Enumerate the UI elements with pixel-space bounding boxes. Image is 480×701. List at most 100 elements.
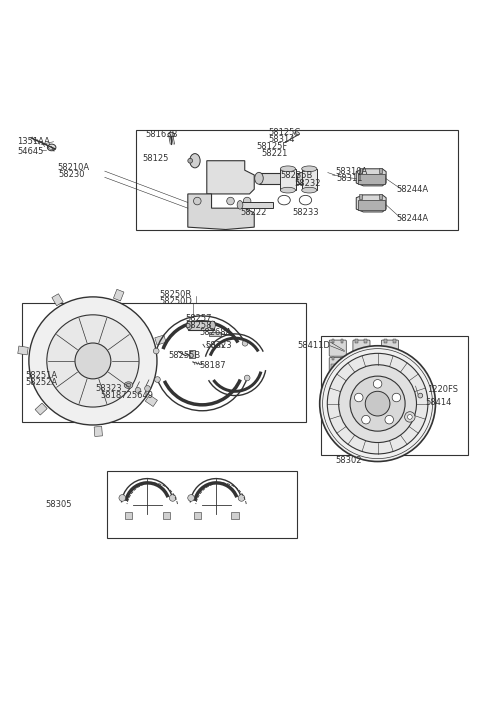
Circle shape (243, 197, 251, 205)
Ellipse shape (190, 154, 200, 168)
Text: 58221: 58221 (261, 149, 288, 158)
Polygon shape (188, 194, 254, 229)
Text: 58305: 58305 (46, 501, 72, 509)
Bar (358, 174, 384, 184)
Circle shape (320, 346, 435, 461)
Circle shape (327, 353, 428, 454)
Ellipse shape (301, 166, 317, 172)
FancyBboxPatch shape (353, 383, 370, 404)
Bar (379, 168, 383, 172)
Ellipse shape (210, 321, 216, 329)
Polygon shape (155, 335, 166, 345)
Circle shape (373, 379, 382, 388)
Ellipse shape (124, 382, 133, 388)
Ellipse shape (48, 144, 56, 151)
Text: 58230: 58230 (59, 170, 85, 179)
Text: 58232: 58232 (295, 179, 321, 188)
Ellipse shape (298, 172, 306, 184)
Polygon shape (113, 290, 124, 301)
Ellipse shape (301, 187, 317, 193)
Bar (393, 339, 396, 343)
Ellipse shape (280, 166, 296, 172)
Circle shape (75, 343, 111, 379)
Circle shape (242, 341, 248, 346)
Circle shape (169, 495, 176, 501)
Ellipse shape (186, 321, 192, 329)
FancyBboxPatch shape (382, 340, 398, 356)
Text: 58250R: 58250R (159, 290, 192, 299)
Circle shape (244, 375, 250, 381)
Circle shape (385, 416, 394, 424)
Text: 58252A: 58252A (25, 378, 58, 387)
Circle shape (47, 315, 139, 407)
Text: 58323: 58323 (96, 384, 122, 393)
Bar (384, 390, 396, 400)
Text: 54645: 54645 (17, 147, 43, 156)
Bar (358, 200, 384, 210)
Text: 58414: 58414 (425, 398, 451, 407)
Circle shape (29, 297, 157, 425)
Text: 58163B: 58163B (145, 130, 178, 139)
Bar (384, 364, 396, 374)
Ellipse shape (280, 187, 296, 193)
Bar (355, 364, 368, 374)
Polygon shape (356, 169, 386, 186)
Circle shape (339, 365, 417, 442)
Bar (359, 194, 362, 198)
Text: 58235B: 58235B (280, 172, 312, 180)
Text: 58251A: 58251A (25, 371, 58, 380)
Bar (355, 357, 358, 360)
FancyBboxPatch shape (382, 358, 398, 378)
Circle shape (188, 495, 194, 501)
Bar (359, 168, 362, 172)
Polygon shape (94, 426, 102, 437)
Bar (331, 364, 344, 374)
Ellipse shape (126, 383, 131, 387)
FancyBboxPatch shape (329, 358, 346, 378)
Bar (331, 390, 344, 400)
Bar (332, 339, 335, 343)
Bar (259, 172, 301, 184)
Circle shape (188, 158, 192, 163)
Bar (321, 336, 468, 455)
Bar (107, 472, 297, 538)
Bar (136, 130, 458, 229)
Text: 58258: 58258 (185, 321, 212, 330)
Text: 58210A: 58210A (57, 163, 89, 172)
Text: 58125C: 58125C (268, 128, 300, 137)
Ellipse shape (237, 200, 243, 209)
Text: 58250D: 58250D (159, 297, 192, 306)
Bar (341, 357, 343, 360)
Text: 5818725649: 5818725649 (100, 391, 153, 400)
Circle shape (193, 197, 201, 205)
Bar (332, 357, 335, 360)
Bar (189, 350, 195, 358)
Bar (188, 320, 214, 330)
Text: 58257: 58257 (185, 314, 212, 322)
Text: 58411D: 58411D (297, 341, 330, 350)
Circle shape (365, 391, 390, 416)
FancyBboxPatch shape (353, 358, 370, 378)
Text: 1351AA: 1351AA (17, 137, 50, 147)
Circle shape (354, 393, 363, 402)
Text: 58255B: 58255B (168, 350, 200, 360)
Circle shape (227, 197, 234, 205)
Circle shape (154, 348, 159, 354)
Circle shape (135, 388, 141, 393)
Text: 58244A: 58244A (396, 214, 429, 223)
Bar (231, 512, 239, 519)
Polygon shape (207, 161, 254, 194)
Bar (384, 357, 386, 360)
Bar (240, 201, 273, 208)
Bar (280, 169, 296, 190)
Text: 58268A: 58268A (200, 328, 232, 337)
Text: 58187: 58187 (200, 361, 226, 370)
Ellipse shape (418, 393, 423, 398)
Text: 58125F: 58125F (257, 142, 288, 151)
Bar (125, 512, 132, 519)
Circle shape (361, 416, 370, 424)
Ellipse shape (255, 172, 263, 184)
Circle shape (392, 393, 401, 402)
Circle shape (155, 376, 160, 382)
FancyBboxPatch shape (329, 383, 346, 404)
